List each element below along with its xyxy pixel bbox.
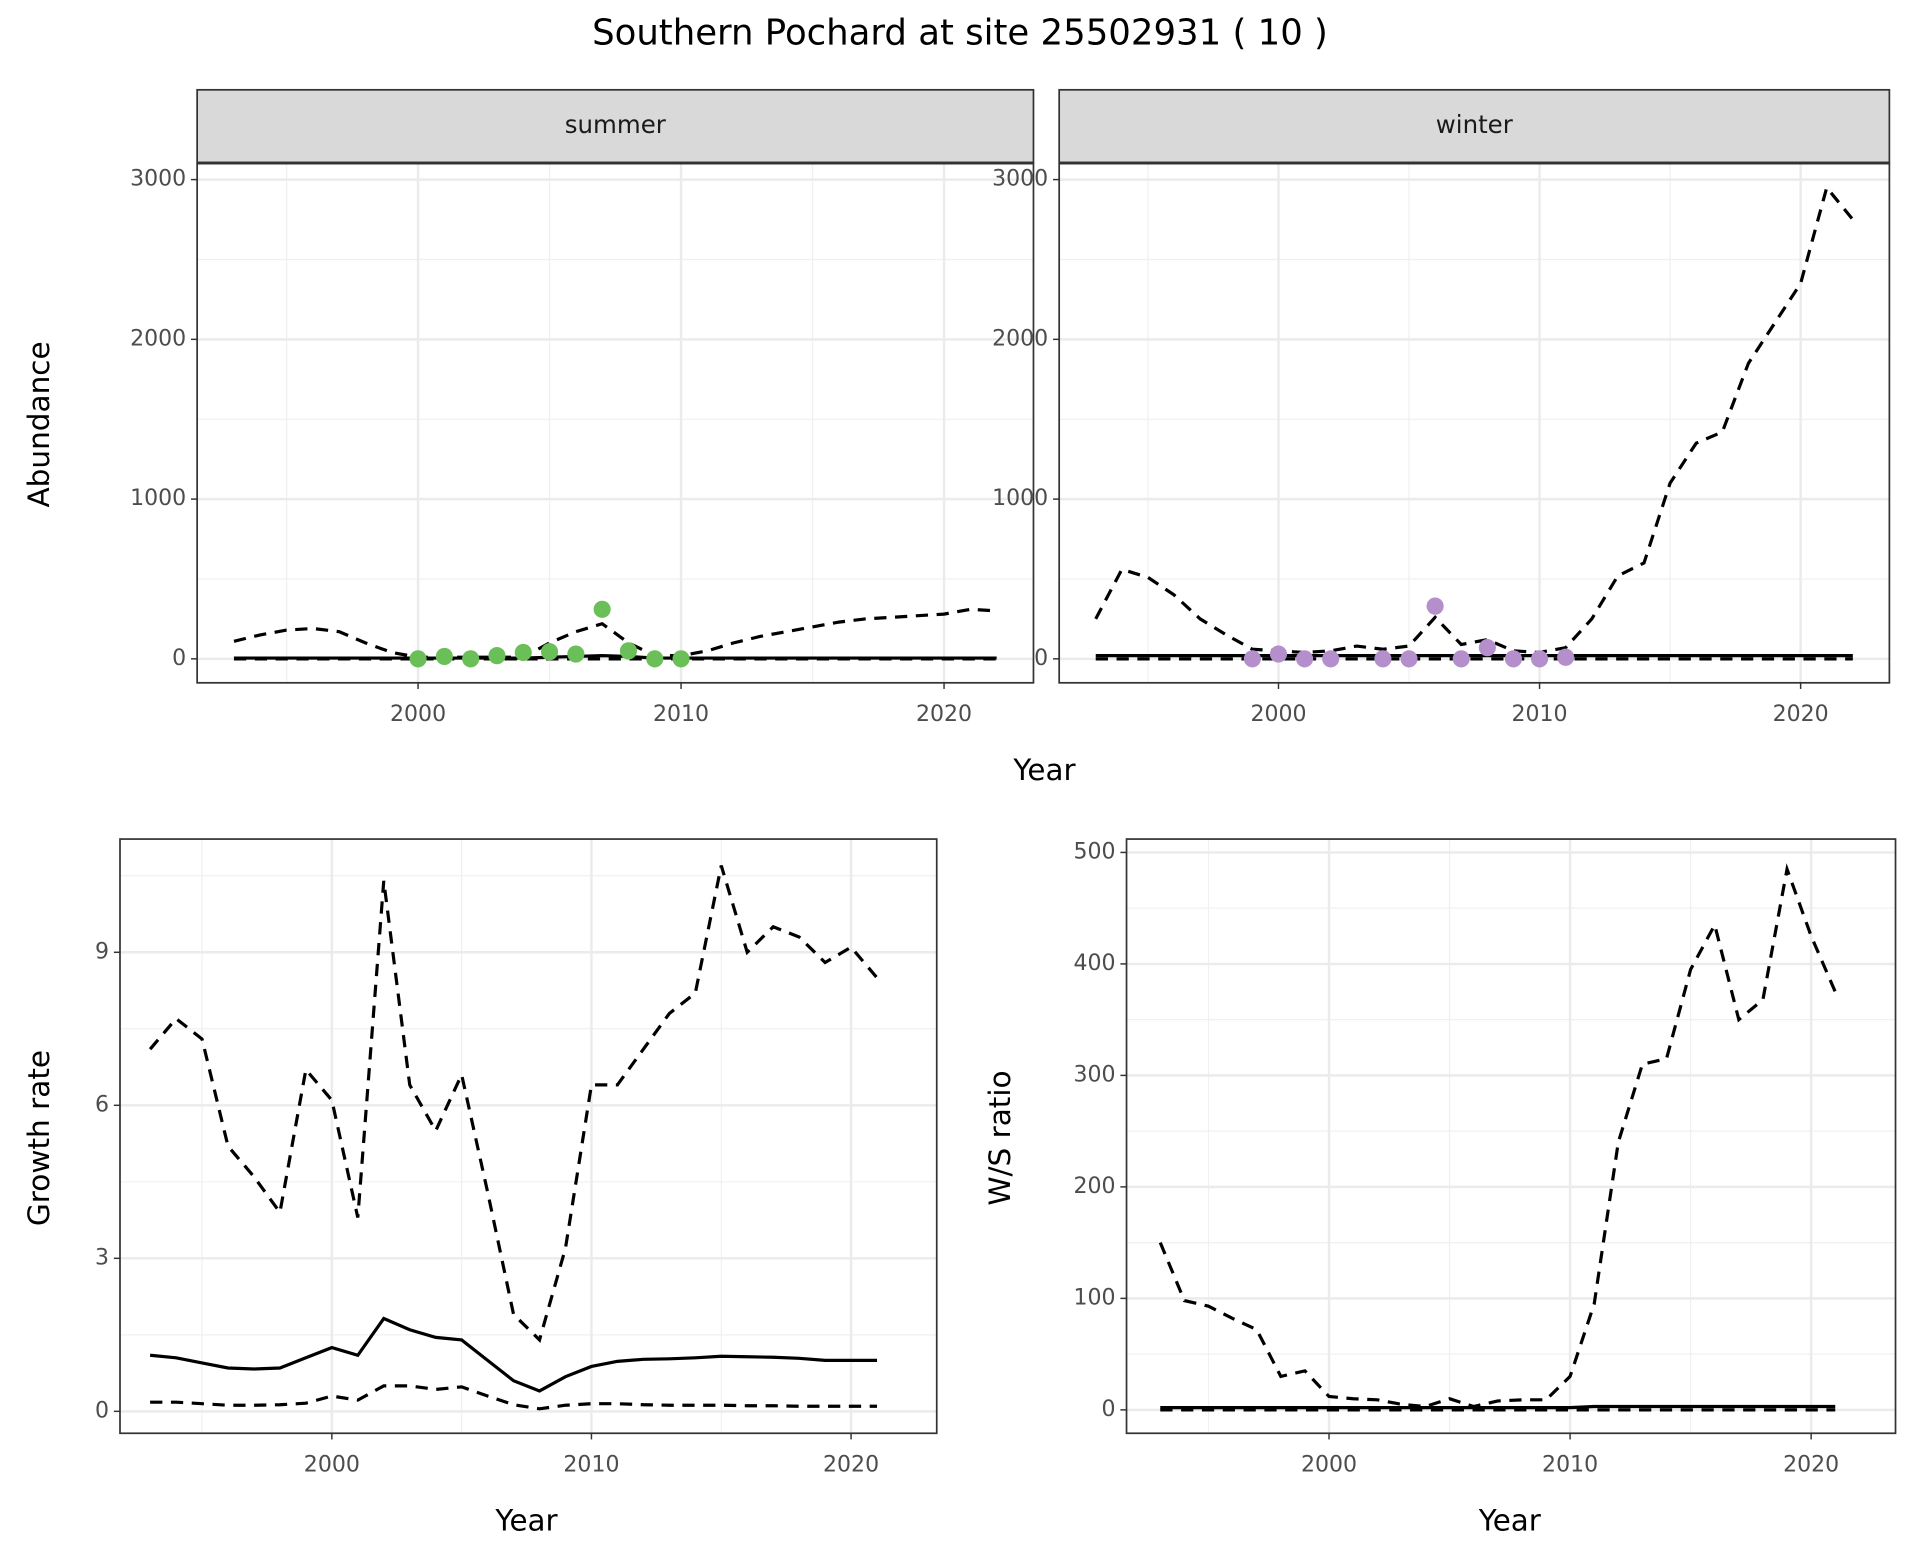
strip-background [196, 88, 1035, 164]
y-tick-label: 3000 [130, 166, 186, 192]
series-line [150, 1384, 878, 1411]
data-point [646, 650, 664, 668]
data-point [1296, 650, 1314, 668]
y-tick-label: 3 [95, 1244, 109, 1270]
x-axis-title: Year [1478, 1503, 1542, 1537]
y-tick-label: 300 [1073, 1061, 1115, 1087]
y-tick-label: 0 [172, 645, 186, 671]
data-point [1530, 650, 1549, 668]
figure-title: Southern Pochard at site 25502931 ( 10 ) [592, 12, 1328, 53]
y-tick-label: 1000 [130, 485, 186, 511]
strip-label: winter [1436, 110, 1514, 139]
y-tick-label: 2000 [130, 325, 186, 351]
panel-background [120, 839, 937, 1434]
x-tick-label: 2010 [653, 701, 709, 727]
data-point [1557, 648, 1575, 666]
data-point [1269, 645, 1288, 663]
panel-border [119, 838, 938, 1435]
y-tick-label: 1000 [992, 485, 1048, 511]
y-tick-label: 3000 [992, 166, 1048, 192]
panel-border [1058, 162, 1891, 684]
data-point [488, 647, 506, 665]
x-tick-label: 2020 [823, 1451, 879, 1477]
series-line [148, 865, 879, 1343]
data-point [435, 647, 453, 666]
data-point [567, 645, 585, 663]
data-point [1504, 650, 1523, 668]
data-point [1243, 650, 1261, 668]
x-tick-label: 2000 [304, 1451, 360, 1477]
x-tick-label: 2010 [563, 1451, 619, 1477]
data-point [1426, 597, 1444, 615]
data-point [1400, 650, 1418, 668]
y-tick-label: 6 [95, 1091, 109, 1117]
x-axis-title: Year [494, 1503, 558, 1537]
strip-background [1058, 88, 1891, 164]
y-tick-label: 500 [1073, 838, 1115, 864]
data-point [672, 650, 690, 668]
x-tick-label: 2020 [1783, 1451, 1839, 1477]
y-tick-label: 100 [1073, 1284, 1115, 1310]
series-line [1158, 863, 1837, 1409]
x-axis-title: Year [1012, 753, 1076, 787]
data-point [514, 643, 532, 662]
x-tick-label: 2010 [1542, 1451, 1598, 1477]
series-line [1160, 1404, 1836, 1410]
data-point [540, 643, 559, 661]
data-point [409, 650, 427, 668]
y-tick-label: 9 [95, 938, 109, 964]
y-tick-label: 0 [1101, 1396, 1115, 1422]
panel-border [196, 162, 1035, 684]
series-line [149, 1316, 878, 1393]
y-tick-label: 2000 [992, 325, 1048, 351]
y-tick-label: 400 [1073, 950, 1115, 976]
x-tick-label: 2000 [1301, 1451, 1357, 1477]
data-point [619, 642, 638, 660]
x-tick-label: 2000 [1250, 701, 1306, 727]
data-point [1452, 650, 1470, 668]
y-tick-label: 0 [1034, 645, 1048, 671]
data-point [462, 650, 480, 668]
data-point [1322, 650, 1340, 668]
panel-background [197, 163, 1034, 683]
x-tick-label: 2010 [1512, 701, 1568, 727]
y-tick-label: 200 [1073, 1173, 1115, 1199]
panel-background [1126, 839, 1896, 1434]
panel-border [1125, 838, 1897, 1435]
data-point [1374, 650, 1392, 668]
x-tick-label: 2020 [916, 701, 972, 727]
panel-background [1059, 163, 1890, 683]
x-tick-label: 2000 [390, 701, 446, 727]
strip-label: summer [565, 110, 667, 139]
y-axis-title: Growth rate [22, 1050, 56, 1226]
data-point [1478, 639, 1496, 657]
series-line [233, 607, 997, 659]
y-axis-title: W/S ratio [983, 1070, 1017, 1205]
y-axis-title: Abundance [22, 341, 56, 507]
data-point [593, 600, 611, 618]
x-tick-label: 2020 [1773, 701, 1829, 727]
y-tick-label: 0 [95, 1397, 109, 1423]
series-line [1094, 184, 1855, 655]
